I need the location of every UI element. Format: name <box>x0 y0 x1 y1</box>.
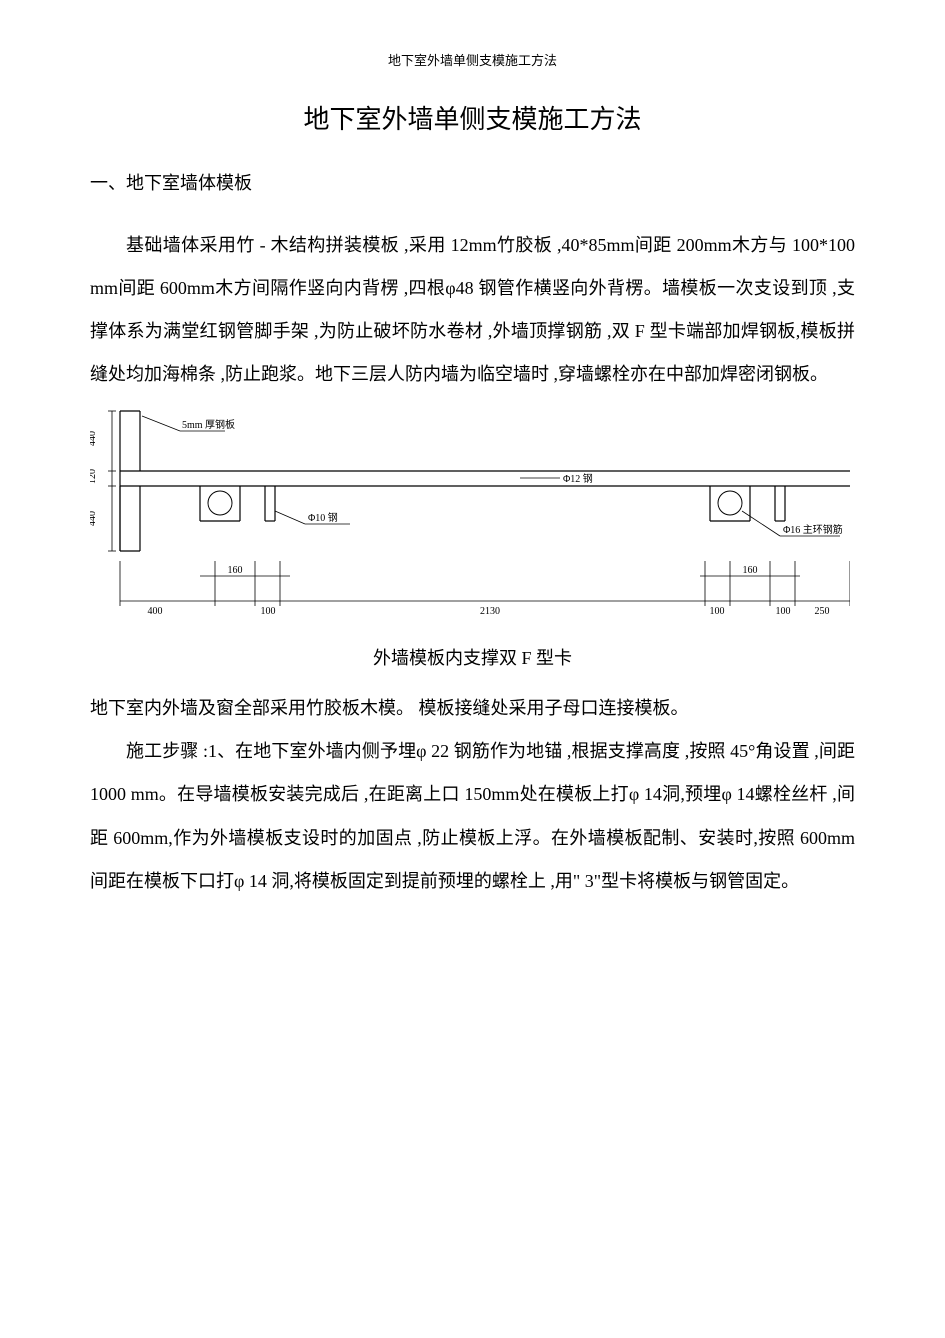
paragraph-3: 施工步骤 :1、在地下室外墙内侧予埋φ 22 钢筋作为地锚 ,根据支撑高度 ,按… <box>90 730 855 903</box>
technical-diagram: 5mm 厚钢板 Φ10 钢 Φ12 钢 Φ16 主环钢筋 <box>90 406 855 631</box>
figure-caption: 外墙模板内支撑双 F 型卡 <box>90 639 855 679</box>
diagram-svg: 5mm 厚钢板 Φ10 钢 Φ12 钢 Φ16 主环钢筋 <box>90 406 850 626</box>
diagram-dim-100b: 100 <box>710 606 725 617</box>
section-heading-1: 一、地下室墙体模板 <box>90 164 855 204</box>
diagram-dim-400: 400 <box>148 606 163 617</box>
diagram-dim-160b: 160 <box>743 565 758 576</box>
paragraph-1: 基础墙体采用竹 - 木结构拼装模板 ,采用 12mm竹胶板 ,40*85mm间距… <box>90 224 855 397</box>
diagram-dim-160a: 160 <box>228 565 243 576</box>
page-header-small: 地下室外墙单侧支模施工方法 <box>90 50 855 69</box>
diagram-label-thickness: 5mm 厚钢板 <box>182 418 235 431</box>
main-title: 地下室外墙单侧支模施工方法 <box>90 99 855 136</box>
diagram-dim-2130: 2130 <box>480 606 500 617</box>
diagram-dim-100c: 100 <box>776 606 791 617</box>
paragraph-2: 地下室内外墙及窗全部采用竹胶板木模。 模板接缝处采用子母口连接模板。 <box>90 687 855 730</box>
diagram-dim-v120: 120 <box>90 469 98 484</box>
diagram-dim-250: 250 <box>815 606 830 617</box>
diagram-label-phi12: Φ12 钢 <box>563 472 593 485</box>
diagram-dim-v440a: 440 <box>90 431 98 446</box>
diagram-label-phi10: Φ10 钢 <box>308 511 338 524</box>
diagram-dim-v440b: 440 <box>90 511 98 526</box>
diagram-label-phi16: Φ16 主环钢筋 <box>783 523 843 536</box>
diagram-dim-100a: 100 <box>261 606 276 617</box>
